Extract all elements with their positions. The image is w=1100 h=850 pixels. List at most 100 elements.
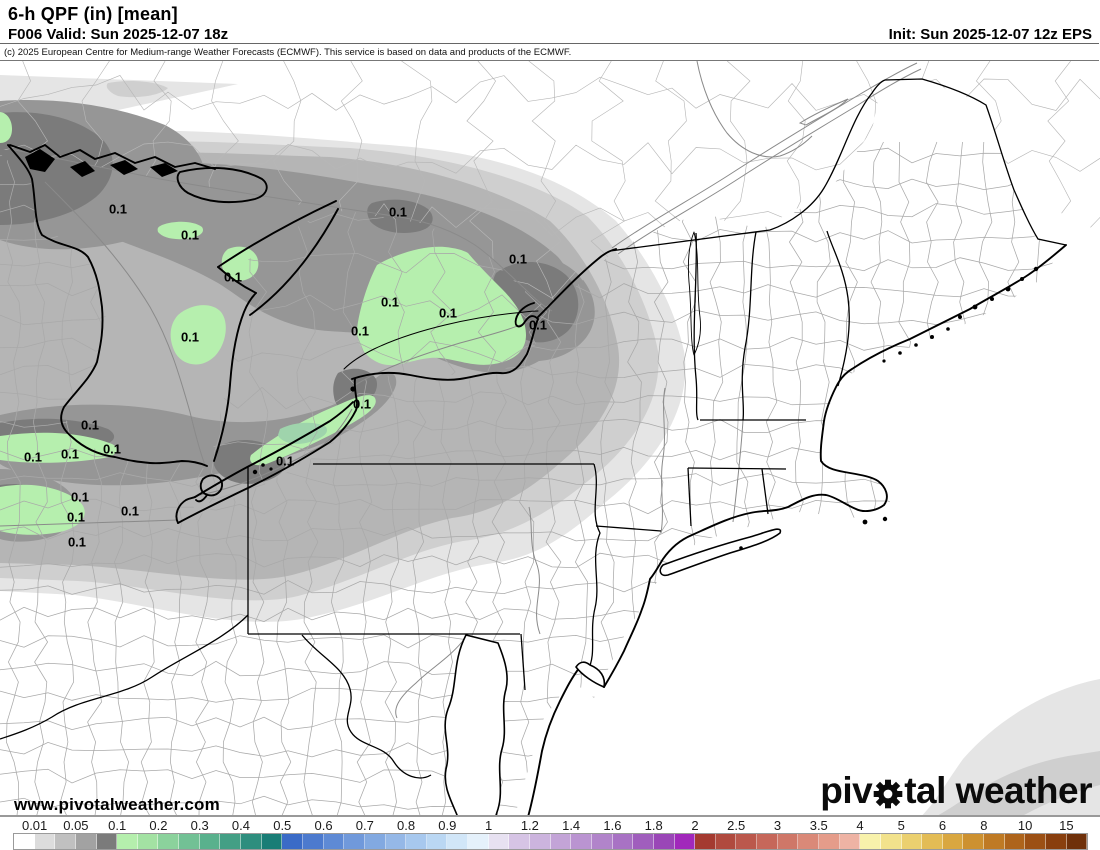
colorbar-cell: [715, 834, 737, 849]
copyright-strip: (c) 2025 European Centre for Medium-rang…: [0, 43, 1099, 61]
colorbar-cell: [777, 834, 799, 849]
contour-label: 0.1: [353, 397, 371, 412]
colorbar-cell: [117, 834, 138, 849]
colorbar-tick: 15: [1059, 818, 1074, 833]
colorbar-cell: [488, 834, 510, 849]
colorbar-tick: 0.2: [149, 818, 168, 833]
colorbar-tick: 1.6: [603, 818, 622, 833]
copyright-text: (c) 2025 European Centre for Medium-rang…: [4, 47, 572, 58]
colorbar-cell: [468, 834, 489, 849]
contour-label: 0.1: [181, 228, 199, 243]
colorbar-cell: [509, 834, 531, 849]
colorbar-cell: [323, 834, 345, 849]
colorbar-cell: [426, 834, 448, 849]
colorbar-cell: [860, 834, 881, 849]
valid-time-label: F006 Valid: Sun 2025-12-07 18z: [8, 26, 229, 43]
gear-icon: [873, 779, 903, 809]
logo-text-left: piv: [820, 770, 873, 811]
contour-label: 0.1: [181, 330, 199, 345]
colorbar-tick: 0.4: [231, 818, 251, 833]
colorbar-tick-labels: 0.01 0.05 0.1 0.2 0.3 0.4 0.5 0.6 0.7 0.8 0.9 1 1.2 1…: [0, 817, 1100, 833]
colorbar-cell: [282, 834, 303, 849]
colorbar-tick: 10: [1017, 818, 1033, 833]
colorbar: [13, 833, 1088, 850]
colorbar-cell: [839, 834, 861, 849]
colorbar-cell: [757, 834, 778, 849]
colorbar-tick: 1.2: [520, 818, 539, 833]
colorbar-cell: [34, 834, 56, 849]
colorbar-cell: [1004, 834, 1026, 849]
colorbar-cell: [963, 834, 985, 849]
pivotal-weather-logo: piv tal weather: [820, 770, 1092, 812]
page-title: 6-h QPF (in) [mean]: [8, 4, 178, 24]
precip-shading-layer: [0, 75, 1100, 850]
colorbar-cell: [633, 834, 654, 849]
contour-label: 0.1: [224, 270, 242, 285]
colorbar-tick: 0.1: [108, 818, 127, 833]
colorbar-cell: [261, 834, 283, 849]
contour-label: 0.1: [61, 447, 79, 462]
contour-label: 0.1: [389, 205, 407, 220]
colorbar-tick: 6: [938, 818, 947, 833]
map-bottom-divider: [0, 815, 1100, 817]
colorbar-cell: [220, 834, 242, 849]
colorbar-cell: [447, 834, 469, 849]
colorbar-cell: [695, 834, 716, 849]
logo-text-right: tal weather: [904, 770, 1092, 811]
colorbar-cell: [736, 834, 758, 849]
colorbar-cell: [550, 834, 572, 849]
colorbar-cell: [344, 834, 365, 849]
contour-label: 0.1: [439, 306, 457, 321]
contour-label: 0.1: [103, 442, 121, 457]
colorbar-tick: 0.3: [190, 818, 209, 833]
colorbar-tick: 4: [856, 818, 864, 833]
colorbar-tick: 2: [691, 818, 699, 833]
colorbar-tick: 0.05: [63, 818, 89, 833]
colorbar-tick: 8: [980, 818, 988, 833]
colorbar-tick: 0.6: [314, 818, 333, 833]
coastal-island-dots: [25, 149, 1039, 550]
colorbar-cell: [96, 834, 118, 849]
colorbar-cell: [922, 834, 943, 849]
map-canvas: 0.10.10.10.10.10.10.10.10.10.10.10.10.1 0…: [0, 60, 1100, 850]
colorbar-cell: [880, 834, 902, 849]
contour-label: 0.1: [121, 504, 139, 519]
watermark-url: www.pivotalweather.com: [14, 795, 220, 814]
colorbar-cell: [364, 834, 386, 849]
contour-label: 0.1: [24, 450, 42, 465]
contour-label-layer: 0.10.10.10.10.10.10.10.10.10.10.10.10.1 0…: [24, 202, 547, 550]
colorbar-cell: [241, 834, 262, 849]
init-time-label: Init: Sun 2025-12-07 12z EPS: [888, 26, 1092, 43]
colorbar-cell: [14, 834, 35, 849]
colorbar-cell: [612, 834, 634, 849]
colorbar-cell: [818, 834, 840, 849]
colorbar-cell: [75, 834, 97, 849]
colorbar-tick: 3.5: [809, 818, 828, 833]
colorbar-tick: 0.8: [397, 818, 416, 833]
contour-label: 0.1: [509, 252, 527, 267]
colorbar-cell: [385, 834, 407, 849]
contour-label: 0.1: [276, 454, 294, 469]
colorbar-tick: 2.5: [727, 818, 746, 833]
forecast-map: 0.1 0.1 0.1 0.1 0.1 0.1 0.1 0.1 0.1 0.1 0.1 0.1 0.1 0…: [0, 60, 1100, 850]
colorbar-cell: [798, 834, 819, 849]
coastlines-lakes: [7, 144, 1067, 850]
contour-label: 0.1: [81, 418, 99, 433]
colorbar-tick: 5: [897, 818, 905, 833]
colorbar-tick: 0.01: [21, 818, 48, 833]
colorbar-cell: [406, 834, 427, 849]
colorbar-cell: [137, 834, 159, 849]
contour-label: 0.1: [71, 490, 89, 505]
colorbar-cell: [942, 834, 964, 849]
colorbar-cell: [1025, 834, 1047, 849]
colorbar-tick: 1.8: [644, 818, 663, 833]
contour-label: 0.1: [381, 295, 399, 310]
colorbar-tick: 1.4: [562, 818, 581, 833]
colorbar-cell: [901, 834, 923, 849]
colorbar-tick: 0.5: [273, 818, 292, 833]
colorbar-cell: [158, 834, 180, 849]
colorbar-cell: [199, 834, 221, 849]
colorbar-cell: [571, 834, 592, 849]
colorbar-tick: 0.9: [438, 818, 457, 833]
